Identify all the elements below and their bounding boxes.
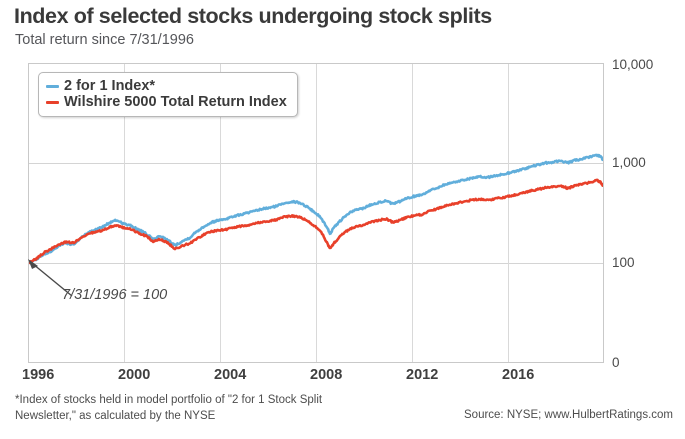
legend: 2 for 1 Index* Wilshire 5000 Total Retur… [38, 72, 298, 118]
xtick-2000: 2000 [118, 367, 151, 383]
ytick-10000: 10,000 [612, 57, 654, 72]
gridline-2004 [220, 64, 221, 362]
ytick-1000: 1,000 [612, 155, 646, 170]
xtick-1996: 1996 [22, 367, 55, 383]
legend-label-wilshire: Wilshire 5000 Total Return Index [64, 94, 287, 111]
xtick-2004: 2004 [214, 367, 247, 383]
gridline-2012 [412, 64, 413, 362]
page-title: Index of selected stocks undergoing stoc… [14, 4, 492, 28]
legend-item-two-for-one: 2 for 1 Index* [46, 78, 287, 94]
gridline-2016 [508, 64, 509, 362]
ytick-100: 100 [612, 255, 635, 270]
gridline-2000 [124, 64, 125, 362]
source-credit: Source: NYSE; www.HulbertRatings.com [464, 409, 673, 421]
series-line-red [29, 178, 603, 265]
legend-label-two-for-one: 2 for 1 Index* [64, 78, 156, 94]
xtick-2012: 2012 [406, 367, 439, 383]
series-lines [29, 153, 603, 265]
callout-arrow-icon [28, 259, 73, 297]
ytick-0: 0 [612, 355, 620, 370]
legend-swatch-blue [46, 84, 59, 88]
legend-item-wilshire: Wilshire 5000 Total Return Index [46, 94, 287, 110]
legend-swatch-red [46, 100, 59, 104]
xtick-2016: 2016 [502, 367, 535, 383]
callout-label: 7/31/1996 = 100 [62, 287, 168, 303]
series-line-blue [29, 153, 603, 265]
footnote: *Index of stocks held in model portfolio… [15, 394, 323, 422]
page-subtitle: Total return since 7/31/1996 [15, 32, 194, 48]
xtick-2008: 2008 [310, 367, 343, 383]
